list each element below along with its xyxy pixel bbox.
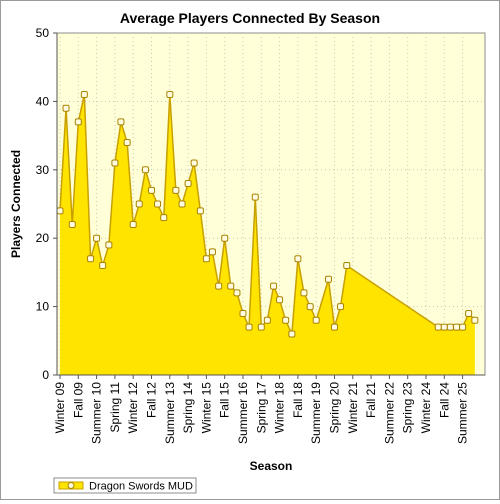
data-point xyxy=(276,296,284,304)
data-point xyxy=(190,159,198,167)
series-area xyxy=(60,94,475,375)
x-tick-label: Summer 10 xyxy=(90,382,104,444)
x-tick-label: Spring 20 xyxy=(328,382,342,434)
data-point xyxy=(233,289,241,297)
data-point xyxy=(312,316,320,324)
data-point xyxy=(263,316,271,324)
legend-box xyxy=(53,477,197,494)
data-point xyxy=(440,323,448,331)
data-point xyxy=(446,323,454,331)
data-point xyxy=(306,303,314,311)
data-point xyxy=(459,323,467,331)
data-point xyxy=(245,323,253,331)
y-tick-label: 50 xyxy=(36,26,50,40)
data-point xyxy=(288,330,296,338)
x-tick-label: Fall 18 xyxy=(291,382,305,418)
data-point xyxy=(56,207,64,215)
chart-title: Average Players Connected By Season xyxy=(120,10,380,26)
data-point xyxy=(324,275,332,283)
data-point xyxy=(111,159,119,167)
x-tick-label: Summer 19 xyxy=(309,382,323,444)
x-tick-label: Fall 21 xyxy=(364,382,378,418)
data-point xyxy=(343,262,351,270)
y-axis-title: Players Connected xyxy=(9,150,23,258)
data-point xyxy=(434,323,442,331)
data-point xyxy=(154,200,162,208)
x-tick-label: Winter 21 xyxy=(346,382,360,434)
x-tick-label: Winter 09 xyxy=(53,382,67,434)
data-point xyxy=(105,241,113,249)
y-tick-label: 20 xyxy=(36,231,50,245)
data-point xyxy=(227,282,235,290)
x-tick-label: Spring 11 xyxy=(108,382,122,433)
data-point xyxy=(331,323,338,331)
data-point xyxy=(172,186,180,194)
x-tick-label: Spring 23 xyxy=(401,382,415,434)
data-point xyxy=(221,234,229,242)
x-tick-labels: Winter 09 Fall 09 Summer 10 Spring 11 Winter… xyxy=(53,382,470,444)
data-point xyxy=(239,309,247,317)
data-point xyxy=(135,200,143,208)
data-point xyxy=(300,289,308,297)
data-point xyxy=(251,193,259,201)
x-tick-label: Winter 24 xyxy=(419,382,433,434)
data-point xyxy=(68,221,76,229)
data-point xyxy=(87,255,95,263)
data-point xyxy=(337,303,345,311)
series-markers xyxy=(56,91,479,338)
y-tick-label: 0 xyxy=(42,368,49,382)
data-point xyxy=(453,323,461,331)
x-tick-label: Winter 18 xyxy=(273,382,287,434)
data-point xyxy=(62,104,70,112)
x-tick-label: Spring 17 xyxy=(254,382,268,434)
data-point xyxy=(270,282,278,290)
data-point xyxy=(99,262,107,270)
data-point xyxy=(471,316,479,324)
data-point xyxy=(93,234,101,242)
data-point xyxy=(215,282,223,290)
data-point xyxy=(282,316,290,324)
y-tick-label: 30 xyxy=(36,163,50,177)
data-point xyxy=(160,214,168,222)
x-tick-label: Winter 12 xyxy=(126,382,140,434)
axes xyxy=(53,32,485,379)
x-tick-label: Summer 22 xyxy=(382,382,396,444)
data-point xyxy=(74,118,82,126)
data-point xyxy=(196,207,204,215)
x-tick-label: Summer 13 xyxy=(163,382,177,444)
x-tick-label: Fall 15 xyxy=(218,382,232,418)
legend-label: Dragon Swords MUD xyxy=(89,481,193,493)
x-tick-label: Summer 25 xyxy=(456,382,470,444)
data-point xyxy=(80,91,88,99)
x-tick-label: Winter 15 xyxy=(199,382,213,434)
y-tick-labels: 0 10 20 30 40 50 xyxy=(36,26,50,382)
data-point xyxy=(465,309,473,317)
y-tick-label: 40 xyxy=(36,94,50,108)
data-point xyxy=(257,323,265,331)
data-point xyxy=(208,248,216,256)
x-tick-label: Summer 16 xyxy=(236,382,250,444)
data-point xyxy=(117,118,125,126)
data-point xyxy=(123,138,131,146)
data-point xyxy=(202,255,210,263)
data-point xyxy=(184,179,192,187)
legend: Dragon Swords MUD xyxy=(53,477,197,494)
data-point xyxy=(178,200,186,208)
x-axis-title: Season xyxy=(250,459,293,473)
y-tick-label: 10 xyxy=(36,300,50,314)
data-point xyxy=(129,221,137,229)
legend-marker xyxy=(67,482,75,489)
x-tick-label: Fall 24 xyxy=(437,382,451,418)
x-tick-label: Fall 12 xyxy=(145,382,159,418)
x-tick-label: Spring 14 xyxy=(181,382,195,434)
data-point xyxy=(294,255,302,263)
data-point xyxy=(141,166,149,174)
data-point xyxy=(166,91,174,99)
x-tick-label: Fall 09 xyxy=(71,382,85,418)
data-point xyxy=(148,186,155,194)
